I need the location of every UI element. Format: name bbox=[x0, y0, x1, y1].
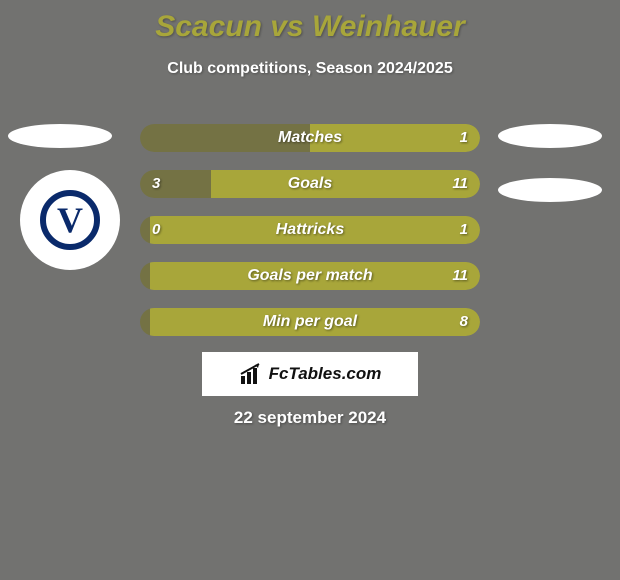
stat-row: Hattricks0 1 bbox=[140, 216, 480, 244]
stat-label: Goals per match bbox=[140, 262, 480, 290]
page-title: Scacun vs Weinhauer bbox=[0, 0, 620, 44]
stat-row: Matches1 bbox=[140, 124, 480, 152]
stat-label: Min per goal bbox=[140, 308, 480, 336]
avatar-placeholder-left-1 bbox=[8, 124, 112, 148]
club-badge-inner: V bbox=[40, 190, 100, 250]
club-badge-left: V bbox=[20, 170, 120, 270]
stat-value-right: 8 bbox=[460, 308, 468, 336]
bar-chart-icon bbox=[239, 362, 263, 386]
stat-row: Min per goal8 bbox=[140, 308, 480, 336]
stat-value-right: 1 bbox=[460, 124, 468, 152]
stat-row: Goals3 11 bbox=[140, 170, 480, 198]
page-subtitle: Club competitions, Season 2024/2025 bbox=[0, 60, 620, 78]
club-badge-letter: V bbox=[57, 199, 83, 241]
stat-value-right: 1 bbox=[460, 216, 468, 244]
stat-value-left: 0 bbox=[152, 216, 160, 244]
avatar-placeholder-right-2 bbox=[498, 178, 602, 202]
date-text: 22 september 2024 bbox=[0, 408, 620, 428]
page-container: Scacun vs Weinhauer Club competitions, S… bbox=[0, 0, 620, 580]
brand-text: FcTables.com bbox=[269, 364, 382, 384]
stat-label: Matches bbox=[140, 124, 480, 152]
stat-row: Goals per match11 bbox=[140, 262, 480, 290]
stat-label: Goals bbox=[140, 170, 480, 198]
stat-value-right: 11 bbox=[452, 170, 468, 198]
stat-value-left: 3 bbox=[152, 170, 160, 198]
stats-panel: Matches1Goals311Hattricks01Goals per mat… bbox=[140, 124, 480, 354]
stat-label: Hattricks bbox=[140, 216, 480, 244]
stat-value-right: 11 bbox=[452, 262, 468, 290]
brand-badge: FcTables.com bbox=[202, 352, 418, 396]
avatar-placeholder-right-1 bbox=[498, 124, 602, 148]
